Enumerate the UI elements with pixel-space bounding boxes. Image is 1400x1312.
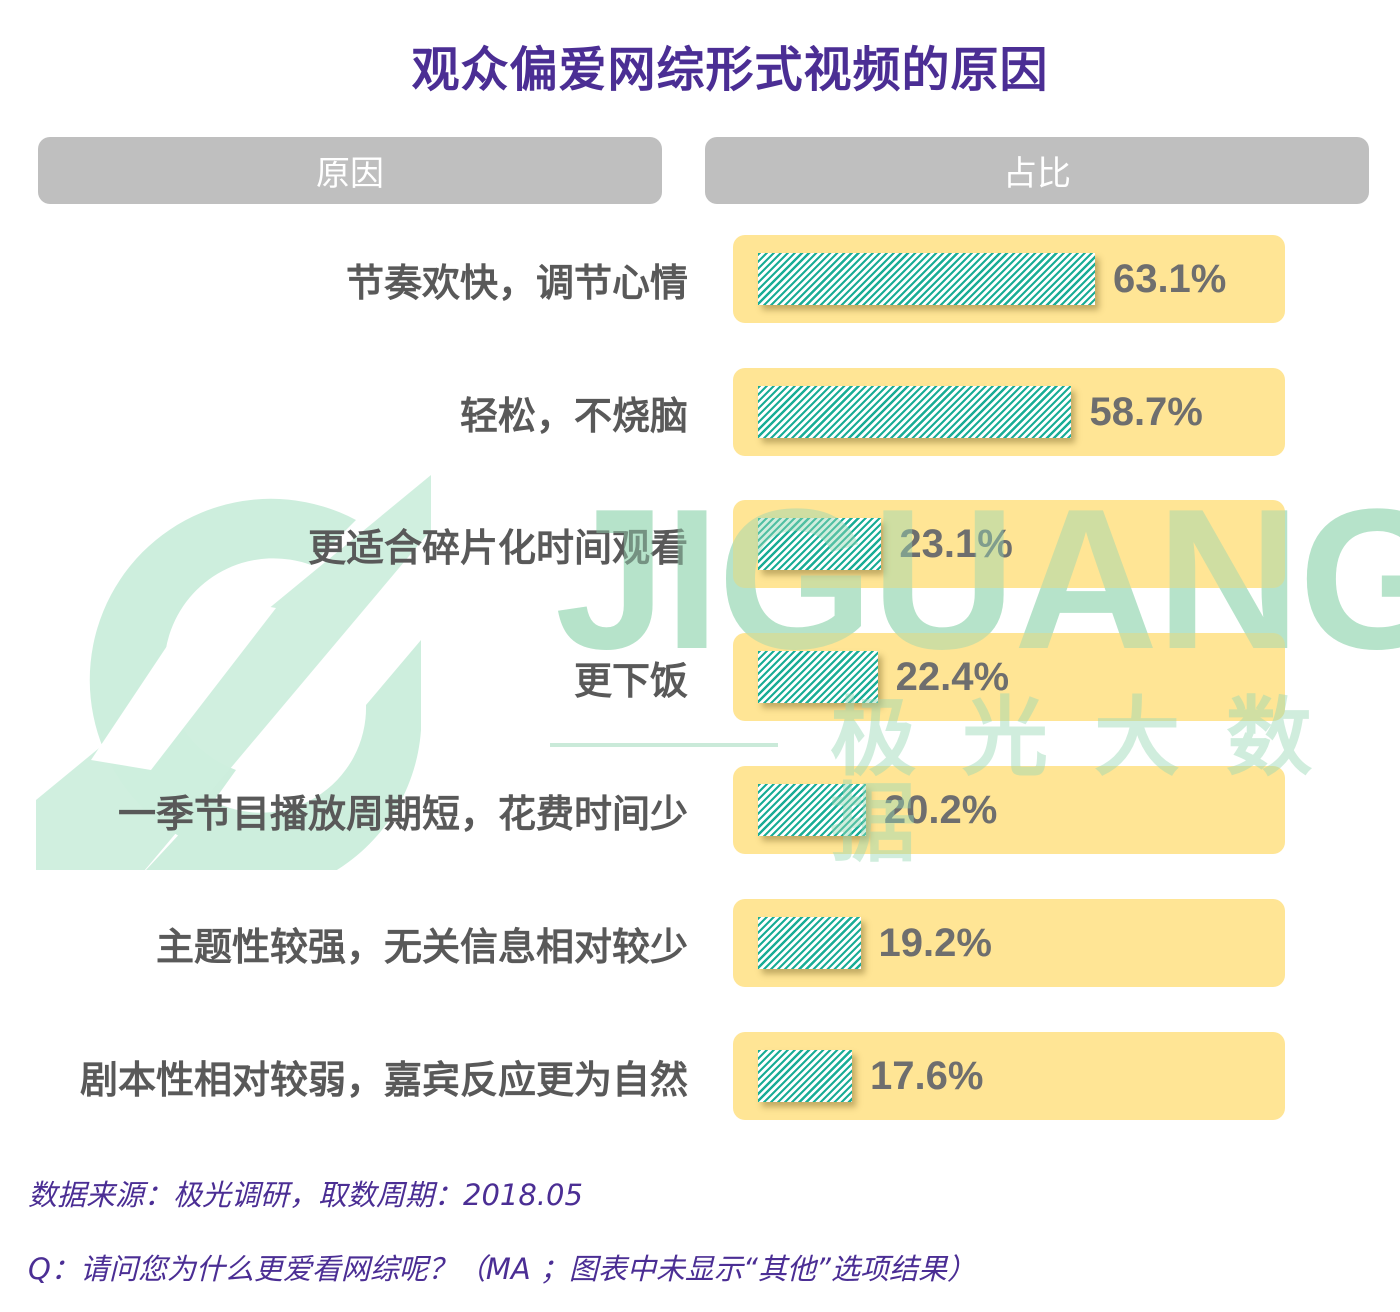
- bar: [758, 253, 1095, 305]
- value-label: 19.2%: [878, 920, 992, 965]
- header-reason: 原因: [38, 137, 662, 204]
- row-label: 更下饭: [573, 658, 688, 703]
- question-note: Q：请问您为什么更爱看网综呢？（MA ；图表中未显示“其他”选项结果）: [28, 1252, 976, 1286]
- header-share-label: 占比: [1003, 154, 1071, 194]
- header-reason-label: 原因: [316, 154, 384, 194]
- bar: [758, 386, 1072, 438]
- bar-row: 主题性较强，无关信息相对较少 19.2%: [0, 899, 1400, 987]
- row-label: 一季节目播放周期短，花费时间少: [117, 791, 688, 836]
- value-label: 17.6%: [869, 1053, 984, 1098]
- bar-row: 一季节目播放周期短，花费时间少 20.2%: [0, 766, 1400, 854]
- value-label: 20.2%: [883, 787, 998, 832]
- bar-row: 轻松，不烧脑 58.7%: [0, 368, 1400, 456]
- chart-title: 观众偏爱网综形式视频的原因: [411, 42, 1049, 98]
- header-share: 占比: [705, 137, 1369, 204]
- data-source-note: 数据来源：极光调研，取数周期：2018.05: [28, 1178, 583, 1212]
- bar: [758, 651, 878, 703]
- bar: [758, 917, 861, 969]
- value-label: 58.7%: [1089, 389, 1203, 434]
- row-label: 节奏欢快，调节心情: [345, 260, 688, 305]
- value-label: 22.4%: [895, 654, 1010, 699]
- value-label: 63.1%: [1112, 256, 1227, 301]
- row-label: 轻松，不烧脑: [459, 393, 688, 438]
- bar-row: 剧本性相对较弱，嘉宾反应更为自然 17.6%: [0, 1032, 1400, 1120]
- row-label: 更适合碎片化时间观看: [307, 525, 688, 570]
- row-label: 主题性较强，无关信息相对较少: [155, 924, 688, 969]
- bar-row: 更下饭 22.4%: [0, 633, 1400, 721]
- bar: [758, 1050, 852, 1102]
- bar-row: 更适合碎片化时间观看 23.1%: [0, 500, 1400, 588]
- value-label: 23.1%: [899, 521, 1013, 566]
- watermark-divider: [550, 743, 778, 747]
- bar: [758, 784, 866, 836]
- row-label: 剧本性相对较弱，嘉宾反应更为自然: [79, 1057, 688, 1102]
- bar-row: 节奏欢快，调节心情 63.1%: [0, 235, 1400, 323]
- bar: [758, 518, 882, 570]
